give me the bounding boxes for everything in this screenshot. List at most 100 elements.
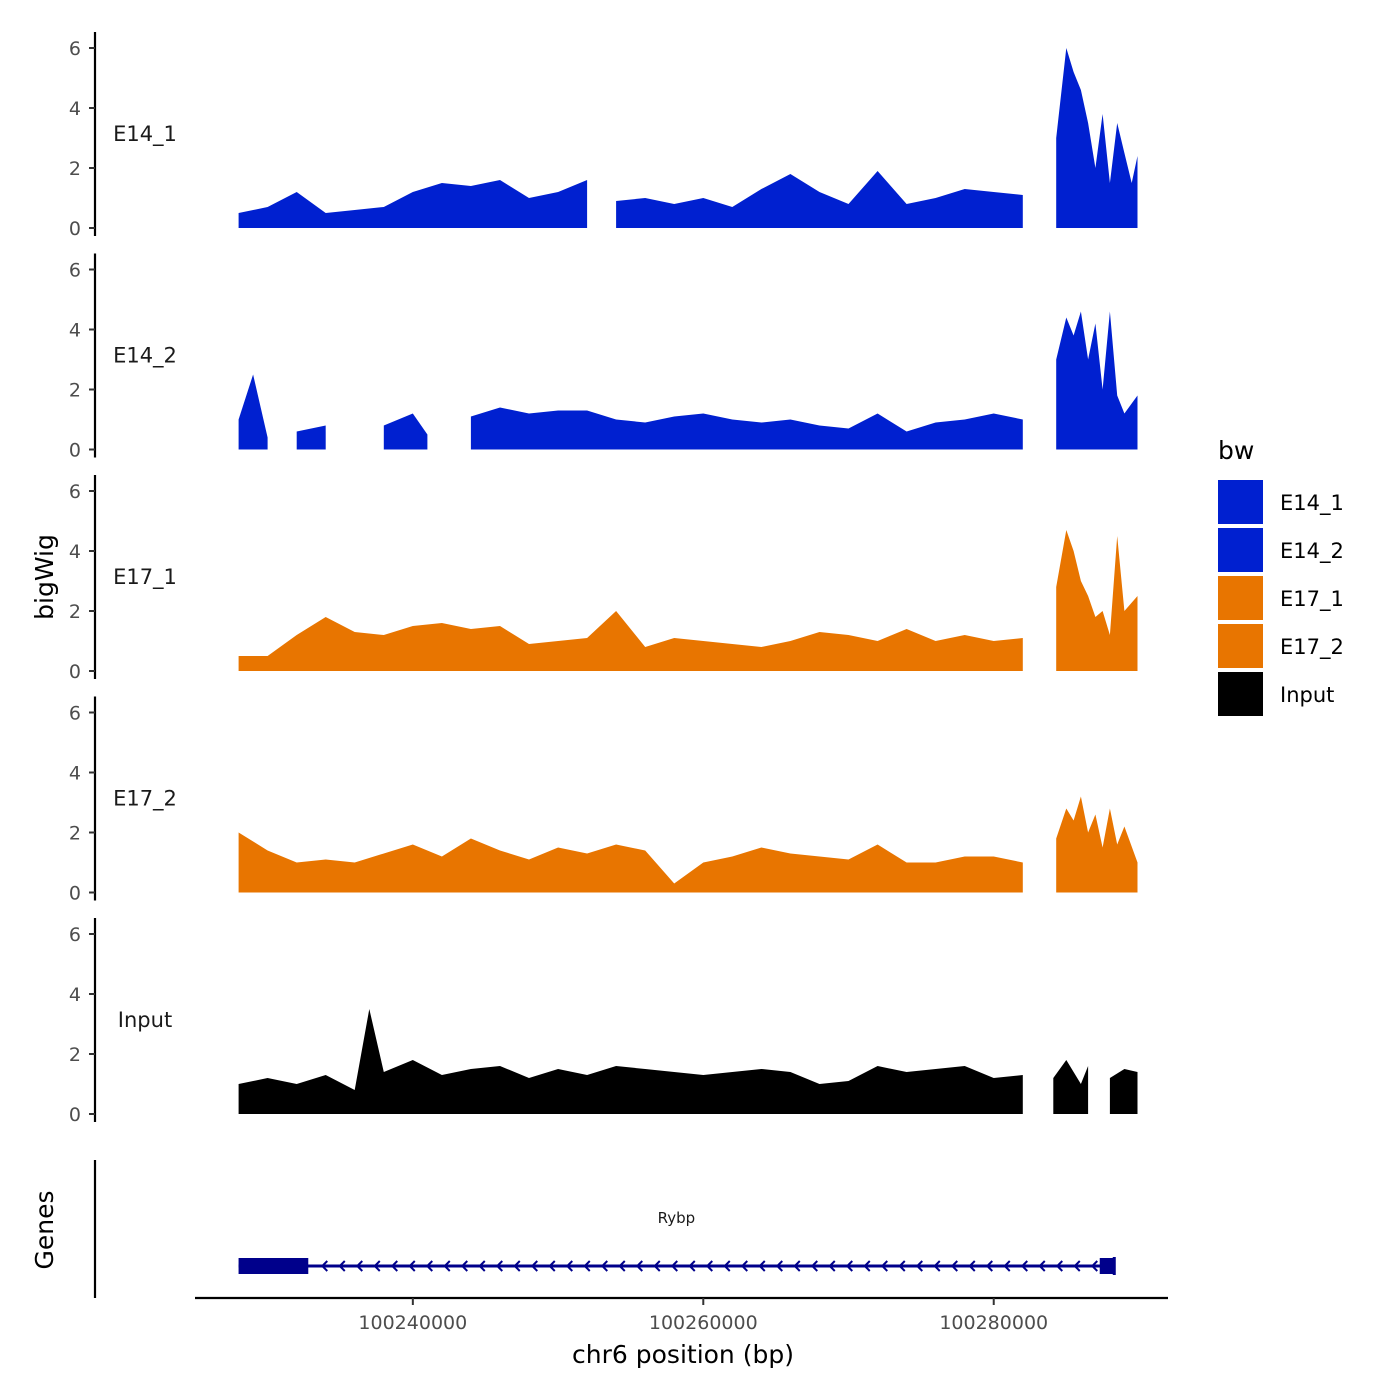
legend-label: E17_1 [1280, 587, 1344, 612]
track-label: E14_2 [113, 344, 177, 369]
track-e14-1: 0 2 4 6 E14_1 [69, 32, 1138, 240]
strand-arrow [320, 1260, 328, 1272]
strand-arrow [1090, 1260, 1098, 1272]
strand-arrow [1073, 1260, 1081, 1272]
strand-arrow [880, 1260, 888, 1272]
strand-arrow [635, 1260, 643, 1272]
y-tick-label: 0 [69, 883, 81, 905]
signal-area [238, 1009, 1023, 1114]
strand-arrow [670, 1260, 678, 1272]
gene-exon [238, 1258, 309, 1274]
signal-area [1056, 530, 1138, 671]
y-axis-title: bigWig [30, 534, 59, 620]
signal-area [238, 180, 588, 228]
y-tick-label: 2 [69, 380, 81, 402]
legend-swatch [1218, 480, 1263, 524]
legend-swatch [1218, 576, 1263, 620]
strand-arrow [1038, 1260, 1046, 1272]
strand-arrow [618, 1260, 626, 1272]
signal-area [1056, 311, 1138, 450]
y-tick-label: 6 [69, 481, 81, 503]
y-tick-label: 0 [69, 1104, 81, 1126]
strand-arrow [828, 1260, 836, 1272]
strand-arrow [478, 1260, 486, 1272]
track-e17-2: 0 2 4 6 E17_2 [69, 696, 1138, 905]
strand-arrow [810, 1260, 818, 1272]
strand-arrow [968, 1260, 976, 1272]
strand-arrow [933, 1260, 941, 1272]
track-input: 0 2 4 6 Input [69, 918, 1138, 1126]
strand-arrow [390, 1260, 398, 1272]
y-tick-label: 6 [69, 38, 81, 60]
strand-arrow [600, 1260, 608, 1272]
signal-area [238, 611, 1023, 671]
gene-label: Rybp [658, 1209, 696, 1227]
signal-area [470, 407, 1023, 450]
x-tick-label: 100260000 [649, 1312, 758, 1334]
strand-arrow [373, 1260, 381, 1272]
strand-arrow [688, 1260, 696, 1272]
strand-arrow [338, 1260, 346, 1272]
legend-label: E14_2 [1280, 539, 1344, 564]
strand-arrow [985, 1260, 993, 1272]
x-axis-title: chr6 position (bp) [572, 1340, 794, 1369]
strand-arrow [513, 1260, 521, 1272]
track-e14-2: 0 2 4 6 E14_2 [69, 253, 1138, 462]
x-axis: 100240000 100260000 100280000 [195, 1296, 1168, 1334]
strand-arrow [1003, 1260, 1011, 1272]
strand-arrow [460, 1260, 468, 1272]
strand-arrow [1020, 1260, 1028, 1272]
strand-arrow [565, 1260, 573, 1272]
y-tick-label: 0 [69, 218, 81, 240]
legend-title: bw [1218, 436, 1254, 465]
y-tick-label: 4 [69, 541, 81, 563]
strand-arrow [425, 1260, 433, 1272]
strand-arrow [443, 1260, 451, 1272]
legend-swatch [1218, 528, 1263, 572]
tracks-group: 0 2 4 6 E14_1 0 2 4 6 E14_2 0 2 4 6 E17_1 0 2 4 6 E17_2 0 2 4 6… [69, 32, 1138, 1126]
strand-arrow [583, 1260, 591, 1272]
y-tick-label: 0 [69, 440, 81, 462]
legend-swatch [1218, 624, 1263, 668]
track-label: E14_1 [113, 122, 177, 147]
strand-arrow [845, 1260, 853, 1272]
y-tick-label: 4 [69, 984, 81, 1006]
track-label: Input [118, 1008, 172, 1032]
strand-arrow [793, 1260, 801, 1272]
strand-arrow [863, 1260, 871, 1272]
gene-exon [1099, 1258, 1115, 1274]
signal-area [238, 374, 268, 450]
strand-arrow [723, 1260, 731, 1272]
strand-arrow [915, 1260, 923, 1272]
strand-arrow [775, 1260, 783, 1272]
strand-arrow [898, 1260, 906, 1272]
signal-area [1053, 1060, 1089, 1114]
strand-arrow [740, 1260, 748, 1272]
signal-area [1109, 1069, 1138, 1114]
y-tick-label: 2 [69, 601, 81, 623]
strand-arrow [758, 1260, 766, 1272]
x-tick-label: 100280000 [939, 1312, 1048, 1334]
legend-label: E14_1 [1280, 491, 1344, 516]
strand-arrow [530, 1260, 538, 1272]
y-tick-label: 6 [69, 260, 81, 282]
signal-area [296, 425, 326, 450]
strand-arrow [653, 1260, 661, 1272]
strand-arrow [548, 1260, 556, 1272]
y-tick-label: 6 [69, 703, 81, 725]
signal-area [1056, 48, 1138, 228]
y-tick-label: 4 [69, 763, 81, 785]
strand-arrow [355, 1260, 363, 1272]
strand-arrow [408, 1260, 416, 1272]
signal-area [616, 171, 1023, 228]
track-label: E17_1 [113, 565, 177, 590]
legend: bw E14_1 E14_2 E17_1 E17_2 Input [1218, 436, 1344, 716]
x-tick-label: 100240000 [358, 1312, 467, 1334]
track-e17-1: 0 2 4 6 E17_1 [69, 475, 1138, 683]
y-tick-label: 4 [69, 320, 81, 342]
y-tick-label: 0 [69, 661, 81, 683]
strand-arrow [705, 1260, 713, 1272]
legend-swatch [1218, 672, 1263, 716]
y-tick-label: 6 [69, 924, 81, 946]
genes-axis-title: Genes [30, 1190, 59, 1269]
